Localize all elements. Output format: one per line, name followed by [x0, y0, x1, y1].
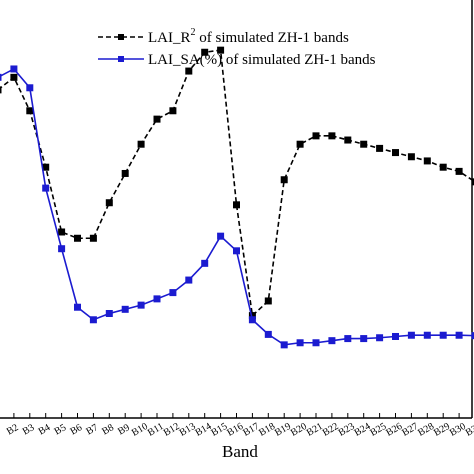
- data-point-marker: [312, 339, 320, 347]
- legend-label-lai-sa: LAI_SA(%) of simulated ZH-1 bands: [148, 52, 376, 68]
- legend-label-lai-r2-sup: 2: [191, 27, 196, 38]
- data-point-marker: [264, 330, 272, 338]
- data-point-marker: [201, 48, 209, 56]
- data-point-marker: [392, 149, 399, 157]
- legend-label-lai-sa-suffix: of simulated ZH-1 bands: [222, 52, 375, 68]
- data-point-marker: [10, 65, 18, 73]
- data-point-marker: [455, 331, 463, 339]
- data-point-marker: [137, 140, 145, 148]
- data-point-marker: [471, 332, 474, 340]
- data-point-marker: [423, 331, 431, 339]
- data-point-marker: [376, 334, 384, 342]
- data-point-marker: [471, 178, 474, 186]
- data-point-marker: [26, 107, 34, 115]
- data-point-marker: [42, 184, 50, 192]
- data-point-marker: [328, 132, 336, 140]
- legend-marker-blue: [118, 56, 124, 62]
- legend-label-lai-r2-name: LAI_R: [148, 30, 191, 46]
- data-point-marker: [344, 335, 352, 343]
- legend: LAI_R2 of simulated ZH-1 bands LAI_SA(%)…: [98, 27, 376, 68]
- x-axis-title: Band: [222, 442, 258, 461]
- data-point-marker: [360, 140, 368, 148]
- x-tick-label: B7: [84, 422, 100, 437]
- data-point-marker: [153, 115, 161, 123]
- data-point-marker: [26, 84, 34, 92]
- data-point-marker: [233, 201, 240, 209]
- data-point-marker: [74, 303, 81, 311]
- series-layer: [0, 46, 474, 349]
- data-point-marker: [185, 276, 193, 284]
- data-point-marker: [121, 169, 129, 177]
- data-point-marker: [248, 312, 256, 320]
- data-point-marker: [233, 247, 240, 255]
- x-tick-label: B6: [68, 422, 84, 437]
- legend-label-lai-r2: LAI_R2 of simulated ZH-1 bands: [148, 27, 349, 46]
- data-point-marker: [42, 163, 50, 171]
- data-point-marker: [137, 301, 145, 309]
- data-point-marker: [121, 305, 129, 313]
- data-point-marker: [407, 331, 415, 339]
- data-point-marker: [439, 331, 447, 339]
- data-point-marker: [264, 297, 272, 305]
- data-point-marker: [105, 310, 113, 317]
- data-point-marker: [201, 259, 209, 267]
- data-point-marker: [455, 167, 463, 175]
- data-point-marker: [58, 245, 66, 253]
- data-point-marker: [423, 157, 431, 165]
- legend-label-lai-r2-suffix: of simulated ZH-1 bands: [196, 30, 349, 46]
- data-point-marker: [217, 46, 225, 54]
- data-point-marker: [296, 339, 304, 347]
- data-point-marker: [0, 73, 2, 81]
- data-point-marker: [10, 73, 18, 81]
- data-point-marker: [280, 176, 288, 184]
- x-tick-label: B4: [37, 422, 53, 437]
- data-point-marker: [296, 140, 304, 148]
- legend-item-lai-r2: LAI_R2 of simulated ZH-1 bands: [98, 27, 349, 46]
- x-tick-label: B9: [116, 422, 132, 437]
- data-point-marker: [360, 335, 368, 343]
- legend-marker-black: [118, 34, 124, 40]
- data-point-marker: [280, 341, 288, 349]
- data-point-marker: [105, 199, 113, 207]
- data-point-marker: [169, 107, 177, 115]
- data-point-marker: [344, 136, 352, 144]
- series-lai-r2: [0, 46, 474, 320]
- data-point-marker: [439, 163, 447, 171]
- data-point-marker: [407, 153, 415, 161]
- legend-item-lai-sa: LAI_SA(%) of simulated ZH-1 bands: [98, 52, 376, 68]
- x-tick-label: B2: [5, 422, 21, 437]
- x-tick-labels: B2 B3 B4 B5 B6 B7 B8 B9B10B11B12B13B14B15B16B17…: [5, 421, 474, 439]
- data-point-marker: [153, 295, 161, 303]
- data-point-marker: [185, 67, 193, 75]
- data-point-marker: [376, 144, 384, 152]
- data-point-marker: [392, 332, 399, 340]
- data-point-marker: [217, 232, 225, 240]
- data-point-marker: [74, 234, 81, 242]
- x-tick-label: B5: [53, 422, 69, 437]
- data-point-marker: [328, 337, 336, 345]
- x-tick-label: B3: [21, 422, 37, 437]
- x-axis-ticks: [13, 413, 460, 418]
- data-point-marker: [312, 132, 320, 140]
- data-point-marker: [58, 228, 66, 236]
- data-point-marker: [248, 316, 256, 324]
- legend-label-lai-sa-name: LAI_SA(%): [148, 52, 222, 68]
- data-point-marker: [89, 234, 97, 242]
- data-point-marker: [169, 289, 177, 297]
- x-tick-label: B31: [464, 421, 474, 439]
- data-point-marker: [0, 86, 2, 94]
- x-tick-label: B8: [100, 422, 116, 437]
- series-line: [0, 49, 474, 318]
- data-point-marker: [89, 316, 97, 324]
- series-lai-sa: [0, 65, 474, 349]
